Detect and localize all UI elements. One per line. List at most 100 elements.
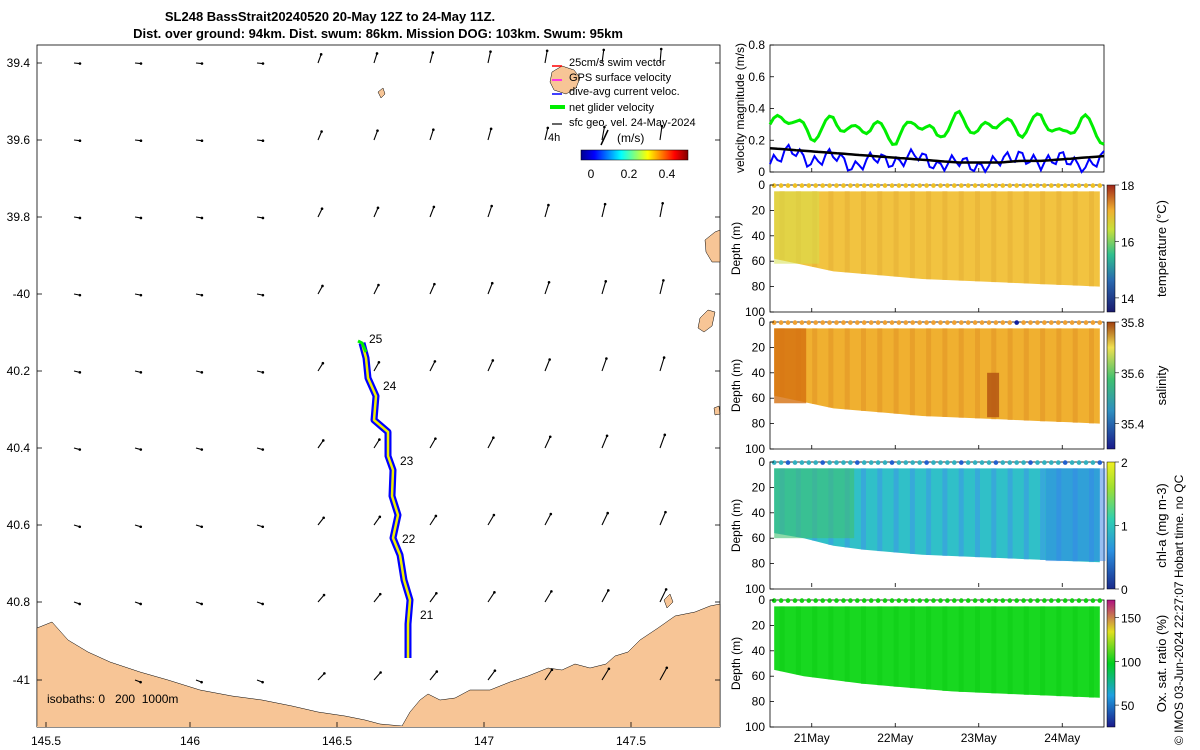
current-arrow-head xyxy=(320,130,323,133)
current-arrow xyxy=(429,592,437,603)
surface-dot xyxy=(813,320,818,325)
current-arrow xyxy=(373,53,378,64)
section-stripe xyxy=(828,328,834,408)
surface-dot xyxy=(993,183,999,188)
current-arrow-head xyxy=(320,207,324,211)
surface-dot xyxy=(848,460,853,465)
current-arrow-head xyxy=(664,588,668,591)
current-arrow-head xyxy=(139,62,143,65)
surface-dot xyxy=(952,460,957,465)
surface-dot xyxy=(938,598,943,603)
island-small-1 xyxy=(377,87,386,99)
section-stripe xyxy=(991,191,997,283)
surface-dot xyxy=(917,598,922,603)
current-arrow xyxy=(317,517,325,526)
colorbar-label-oxygen: Ox. sat. ratio (%) xyxy=(1154,615,1169,713)
current-arrow-head xyxy=(549,512,553,516)
surface-dot xyxy=(1042,460,1047,465)
surface-dot xyxy=(813,598,818,603)
current-arrow xyxy=(544,669,553,681)
current-arrow xyxy=(544,359,551,372)
surface-dot xyxy=(792,183,798,188)
current-arrow xyxy=(659,280,664,295)
depth-tick-label: 100 xyxy=(745,582,765,596)
surface-dot xyxy=(1000,598,1006,603)
current-arrow-head xyxy=(78,293,82,297)
surface-dot xyxy=(861,183,867,188)
colorbar-tick-label: 18 xyxy=(1121,179,1135,193)
surface-dot xyxy=(959,320,964,325)
current-arrow xyxy=(659,434,666,449)
section-stripe xyxy=(1040,468,1046,560)
surface-dot xyxy=(1035,183,1040,188)
colorbar-tick-04: 0.4 xyxy=(659,167,676,181)
current-arrow-head xyxy=(607,667,611,671)
current-arrow xyxy=(487,128,492,141)
surface-dot xyxy=(1062,598,1068,603)
surface-dot xyxy=(993,598,999,603)
day-label-21: 21 xyxy=(420,608,434,622)
surface-dot xyxy=(827,183,832,188)
section-stripe xyxy=(958,606,964,692)
surface-dot xyxy=(806,460,812,465)
section-stripe xyxy=(909,191,915,279)
current-arrow-head xyxy=(606,511,609,515)
current-arrow-head xyxy=(433,360,437,363)
current-arrow-head xyxy=(550,590,553,593)
section-stripe xyxy=(812,328,818,404)
surface-dot xyxy=(799,460,805,465)
surface-dot xyxy=(827,460,832,465)
current-arrow-head xyxy=(548,358,551,361)
current-arrow xyxy=(487,205,493,218)
depth-tick-label: 0 xyxy=(758,593,765,607)
surface-dot xyxy=(834,460,839,465)
surface-dot xyxy=(889,598,895,603)
surface-dot xyxy=(1035,460,1040,465)
surface-dot xyxy=(785,598,791,603)
current-arrow-head xyxy=(379,671,382,674)
surface-dot xyxy=(896,320,902,325)
current-arrow-head xyxy=(261,293,265,297)
section-stripe xyxy=(958,191,964,281)
surface-dot xyxy=(882,183,888,188)
current-arrow-head xyxy=(602,48,606,52)
current-arrow-head xyxy=(378,592,382,596)
surface-dot xyxy=(910,460,915,465)
current-arrow-head xyxy=(662,356,666,359)
surface-dot xyxy=(1076,460,1082,465)
current-arrow-head xyxy=(139,602,142,606)
surface-dot xyxy=(848,598,853,603)
colorbar-tick-label: 150 xyxy=(1121,612,1141,626)
section-stripe xyxy=(926,468,932,555)
current-arrow xyxy=(601,204,606,218)
section-stripe xyxy=(1040,328,1046,422)
current-arrow-head xyxy=(200,680,203,684)
island-mid-right xyxy=(697,309,716,333)
current-arrow xyxy=(429,438,436,449)
current-arrow-head xyxy=(492,436,495,440)
surface-dot xyxy=(1014,320,1019,325)
section-stripe xyxy=(877,328,883,413)
section-stripe xyxy=(1056,328,1062,422)
section-stripe xyxy=(812,606,818,678)
time-tick-label: 21May xyxy=(794,731,830,745)
surface-dot xyxy=(993,460,999,465)
depth-tick-label: 80 xyxy=(752,695,766,709)
current-arrow xyxy=(373,516,381,526)
time-axis: 21May 22May 23May 24May xyxy=(794,168,1080,745)
current-arrow-head xyxy=(319,53,323,56)
surface-dot xyxy=(841,320,846,325)
surface-dot xyxy=(910,598,915,603)
surface-dot xyxy=(882,320,888,325)
lat-tick-label: -41 xyxy=(13,673,31,687)
current-arrow-head xyxy=(377,360,381,364)
surface-dot xyxy=(1007,598,1013,603)
current-arrow xyxy=(544,50,548,64)
surface-dot xyxy=(1097,183,1103,188)
section-stripe xyxy=(909,328,915,416)
current-arrow-head xyxy=(322,593,326,597)
bottom-strip-land xyxy=(37,726,720,727)
surface-dot xyxy=(952,183,957,188)
surface-dot xyxy=(1014,460,1019,465)
current-arrow-head xyxy=(376,206,380,210)
